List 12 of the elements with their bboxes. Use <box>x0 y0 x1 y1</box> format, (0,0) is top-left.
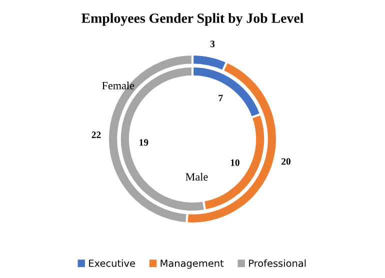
data-label: 19 <box>140 139 148 146</box>
data-label: 22 <box>92 132 101 138</box>
legend-label: Professional <box>249 259 306 267</box>
legend-label: Executive <box>89 259 135 267</box>
slice-label: Female <box>102 82 134 90</box>
data-label: 3 <box>210 40 215 48</box>
slice-label: Male <box>186 172 208 181</box>
data-label: 20 <box>282 158 290 165</box>
chart-title: Employees Gender Split by Job Level <box>82 13 304 26</box>
legend-label: Management <box>160 260 224 269</box>
data-label: 7 <box>218 94 223 102</box>
data-label: 10 <box>230 159 240 166</box>
